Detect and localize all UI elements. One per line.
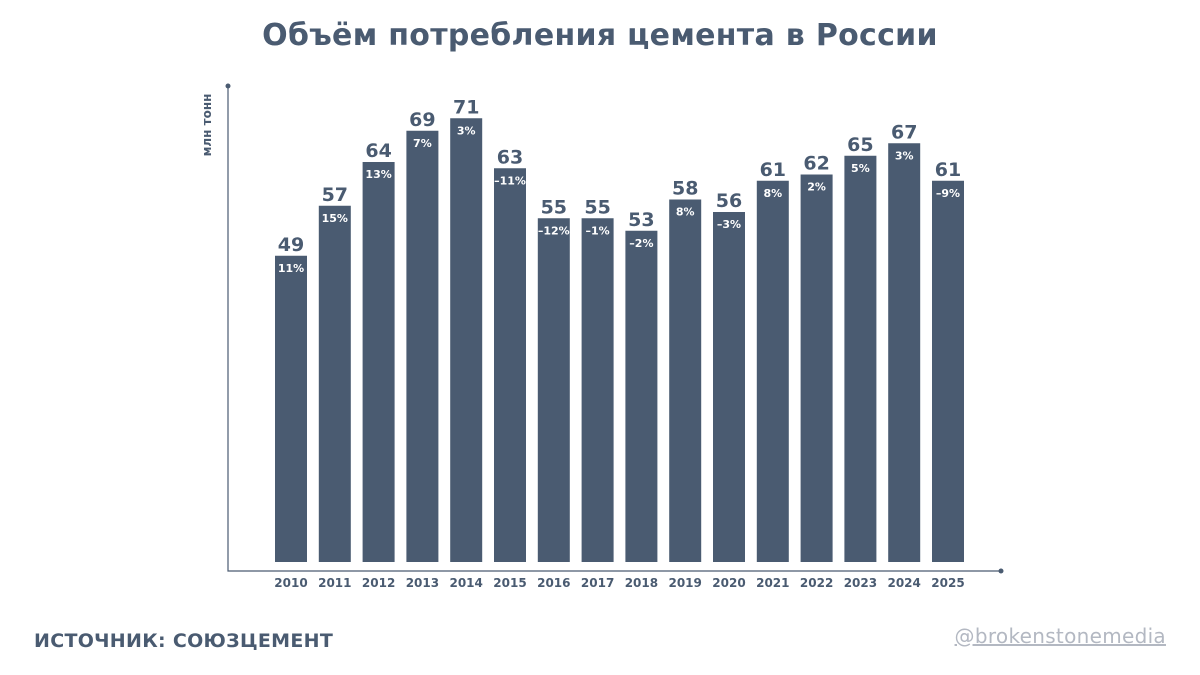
x-tick-label: 2025	[931, 576, 964, 590]
x-tick-label: 2013	[406, 576, 439, 590]
value-label: 58	[672, 178, 698, 200]
bar	[275, 255, 307, 562]
change-label: 13%	[365, 168, 391, 181]
bar	[625, 230, 658, 562]
x-tick-label: 2018	[625, 576, 658, 590]
x-axis-end-dot	[998, 568, 1004, 574]
chart-title: Объём потребления цемента в России	[262, 18, 938, 53]
bar	[800, 174, 833, 562]
value-label: 62	[803, 153, 829, 175]
value-label: 65	[847, 134, 873, 156]
bar	[713, 212, 745, 562]
x-tick-label: 2012	[362, 576, 395, 590]
chart-labels: 49 11% 57 15% 64 13% 69 7% 71 3% 63 –11% 55 –12% 55 –1%…	[278, 96, 961, 275]
axis-lines	[227, 86, 1001, 572]
value-label: 63	[497, 146, 523, 168]
change-label: –1%	[586, 224, 610, 237]
x-tick-label: 2016	[537, 576, 570, 590]
x-tick-label: 2019	[668, 576, 701, 590]
change-label: 5%	[851, 162, 870, 175]
value-label: 56	[716, 190, 742, 212]
value-label: 61	[935, 159, 961, 181]
y-axis-end-dot	[225, 83, 231, 89]
x-tick-label: 2017	[581, 576, 614, 590]
bar	[362, 162, 395, 562]
x-tick-label: 2011	[318, 576, 351, 590]
bar	[494, 168, 526, 562]
change-label: –11%	[494, 174, 526, 187]
x-tick-label: 2024	[887, 576, 920, 590]
value-label: 71	[453, 96, 479, 118]
bar	[669, 199, 702, 562]
value-label: 49	[278, 234, 304, 256]
bar	[537, 218, 570, 562]
x-tick-label: 2021	[756, 576, 789, 590]
bar	[844, 155, 877, 562]
x-tick-label: 2022	[800, 576, 833, 590]
change-label: 15%	[322, 212, 348, 225]
bar	[581, 218, 614, 562]
bar	[450, 118, 483, 562]
change-label: –12%	[538, 224, 570, 237]
change-label: 3%	[457, 124, 476, 137]
change-label: 2%	[807, 181, 826, 194]
value-label: 55	[584, 196, 610, 218]
change-label: 11%	[278, 262, 304, 275]
bar	[756, 180, 789, 562]
x-tick-label: 2023	[844, 576, 877, 590]
source-note: ИСТОЧНИК: СОЮЗЦЕМЕНТ	[34, 630, 334, 652]
value-label: 57	[322, 184, 348, 206]
x-tick-label: 2014	[449, 576, 482, 590]
bar	[318, 205, 351, 562]
change-label: –2%	[629, 237, 653, 250]
chart-bars	[275, 118, 964, 562]
bar	[406, 130, 439, 562]
change-label: –9%	[936, 187, 960, 200]
change-label: –3%	[717, 218, 741, 231]
author-handle-link[interactable]: @brokenstonemedia	[954, 624, 1166, 648]
x-tick-label: 2020	[712, 576, 745, 590]
value-label: 67	[891, 121, 917, 143]
value-label: 55	[541, 196, 567, 218]
value-label: 53	[628, 209, 654, 231]
change-label: 8%	[676, 206, 695, 219]
value-label: 69	[409, 109, 435, 131]
value-label: 61	[760, 159, 786, 181]
x-tick-label: 2015	[493, 576, 526, 590]
x-tick-label: 2010	[274, 576, 307, 590]
x-axis-ticks: 2010 2011 2012 2013 2014 2015 2016 2017 2018 2019…	[274, 576, 964, 590]
change-label: 8%	[763, 187, 782, 200]
value-label: 64	[365, 140, 391, 162]
change-label: 7%	[413, 137, 432, 150]
bar	[888, 143, 921, 562]
change-label: 3%	[895, 149, 914, 162]
bar	[932, 180, 964, 562]
chart-axes	[225, 83, 1004, 574]
